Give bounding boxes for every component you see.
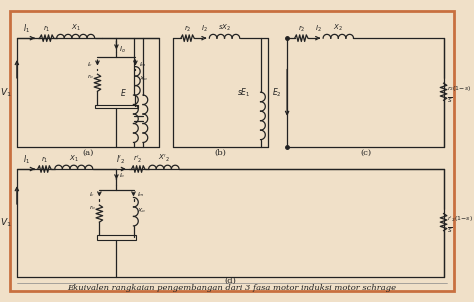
Text: $sE_1$: $sE_1$ xyxy=(237,86,251,99)
Text: $X_1$: $X_1$ xyxy=(71,23,81,34)
Text: $I_2$: $I_2$ xyxy=(315,24,322,34)
Text: (c): (c) xyxy=(360,149,371,157)
Text: $X_o$: $X_o$ xyxy=(139,74,148,83)
Text: $X'_2$: $X'_2$ xyxy=(158,153,170,164)
Bar xyxy=(95,104,138,108)
Text: $E_2$: $E_2$ xyxy=(272,86,282,99)
FancyBboxPatch shape xyxy=(10,11,454,291)
Text: $I_2$: $I_2$ xyxy=(201,24,208,34)
Text: $\overline{s}$: $\overline{s}$ xyxy=(447,96,453,105)
Text: Ekuivalen rangkaian pengembangan dari 3 fasa motor induksi motor schrage: Ekuivalen rangkaian pengembangan dari 3 … xyxy=(68,284,397,291)
Text: $I_o$: $I_o$ xyxy=(119,172,126,180)
Text: $V_1$: $V_1$ xyxy=(0,86,11,99)
Text: $X_o$: $X_o$ xyxy=(137,207,146,216)
Text: $r_2(1{-}s)$: $r_2(1{-}s)$ xyxy=(447,84,472,93)
Text: $I_1$: $I_1$ xyxy=(23,23,30,35)
Text: $r_o$: $r_o$ xyxy=(87,72,94,81)
Text: $V_1$: $V_1$ xyxy=(0,217,11,229)
Text: $r_o$: $r_o$ xyxy=(89,203,96,212)
Text: $I_m$: $I_m$ xyxy=(137,191,145,199)
Text: $I_c$: $I_c$ xyxy=(90,191,96,199)
Text: $r_2$: $r_2$ xyxy=(298,24,305,34)
Text: $\overline{s}$: $\overline{s}$ xyxy=(447,226,453,235)
Text: $I'_2$: $I'_2$ xyxy=(116,154,126,166)
Text: $r'_2$: $r'_2$ xyxy=(134,154,143,165)
Text: $E$: $E$ xyxy=(120,87,127,98)
Text: $r'_2(1{-}s)$: $r'_2(1{-}s)$ xyxy=(447,214,474,224)
Text: $I_m$: $I_m$ xyxy=(139,59,147,69)
Bar xyxy=(97,235,137,240)
Text: (a): (a) xyxy=(82,149,94,157)
Text: $I_c$: $I_c$ xyxy=(88,59,94,69)
Text: $sX_2$: $sX_2$ xyxy=(218,23,231,34)
Text: $X_1$: $X_1$ xyxy=(69,154,79,164)
Text: (b): (b) xyxy=(215,149,227,157)
Text: $I_1$: $I_1$ xyxy=(23,154,30,166)
Text: (d): (d) xyxy=(224,277,236,285)
Text: $I_o$: $I_o$ xyxy=(119,45,126,55)
Text: $r_1$: $r_1$ xyxy=(43,24,50,34)
Text: $X_2$: $X_2$ xyxy=(333,23,343,34)
Text: $r_1$: $r_1$ xyxy=(41,155,48,165)
Text: $r_2$: $r_2$ xyxy=(184,24,191,34)
